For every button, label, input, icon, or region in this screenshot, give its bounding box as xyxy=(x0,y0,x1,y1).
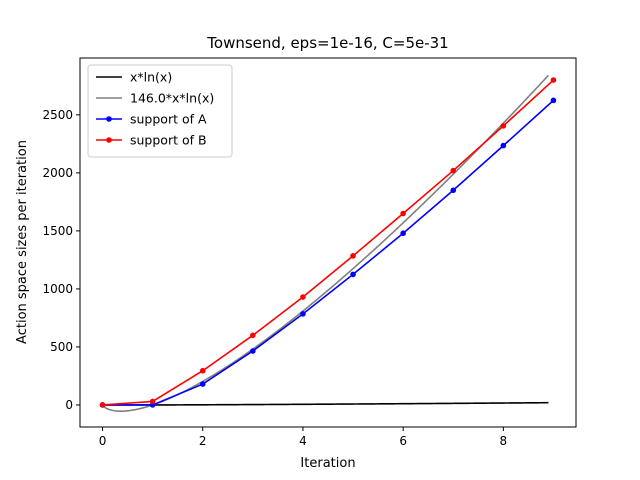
x-tick-label: 2 xyxy=(199,434,207,448)
legend-box xyxy=(87,64,233,158)
legend-marker-support-of-b xyxy=(106,137,112,143)
data-point-support-of-b xyxy=(350,253,356,259)
axes: 0 2 4 6 8 0 500 1000 1500 2000 2500 xyxy=(42,57,577,448)
data-point-support-of-a xyxy=(500,142,507,149)
y-tick-label: 500 xyxy=(50,340,73,354)
data-point-support-of-b xyxy=(300,294,306,300)
data-point-support-of-b xyxy=(400,210,406,217)
data-point-support-of-a xyxy=(199,381,206,387)
data-point-support-of-b xyxy=(199,367,206,374)
y-tick-label: 2000 xyxy=(42,166,73,180)
legend-label-146-0-x-ln-x: 146.0*x*ln(x) xyxy=(130,91,214,106)
series-line-x-ln-x xyxy=(102,401,549,406)
series-line-support-of-b xyxy=(102,79,554,406)
series-line-support-of-a xyxy=(102,99,554,406)
data-point-support-of-b xyxy=(99,402,106,408)
data-point-support-of-b xyxy=(149,398,156,405)
y-axis-label: Action space sizes per iteration xyxy=(15,140,30,344)
x-tick-label: 8 xyxy=(500,434,508,448)
data-point-support-of-a xyxy=(450,187,457,194)
x-tick-label: 4 xyxy=(299,434,307,448)
y-tick-label: 1500 xyxy=(42,224,73,238)
y-tick-label: 0 xyxy=(65,398,73,412)
data-point-support-of-b xyxy=(250,332,256,339)
y-tick-label: 1000 xyxy=(42,282,73,296)
legend: x*ln(x) 146.0*x*ln(x) support of A support … xyxy=(87,64,233,158)
legend-label-support-of-a: support of A xyxy=(130,112,207,127)
axes-frame xyxy=(79,57,577,428)
legend-label-x-ln-x: x*ln(x) xyxy=(130,70,172,85)
x-axis-label: Iteration xyxy=(300,456,355,471)
legend-label-support-of-b: support of B xyxy=(130,133,207,148)
legend-marker-support-of-a xyxy=(106,116,112,122)
data-point-support-of-a xyxy=(250,348,256,354)
data-point-support-of-b xyxy=(500,123,507,129)
y-tick-label: 2500 xyxy=(42,108,73,122)
data-point-support-of-a xyxy=(300,311,306,317)
chart-title: Townsend, eps=1e-16, C=5e-31 xyxy=(206,34,448,52)
data-point-support-of-a xyxy=(400,230,406,237)
data-point-support-of-b xyxy=(450,167,457,174)
x-tick-label: 0 xyxy=(99,434,107,448)
data-point-support-of-b xyxy=(550,77,557,83)
data-point-support-of-a xyxy=(350,271,356,278)
x-tick-label: 6 xyxy=(399,434,407,448)
data-point-support-of-a xyxy=(550,97,557,104)
plot-area xyxy=(99,74,557,412)
